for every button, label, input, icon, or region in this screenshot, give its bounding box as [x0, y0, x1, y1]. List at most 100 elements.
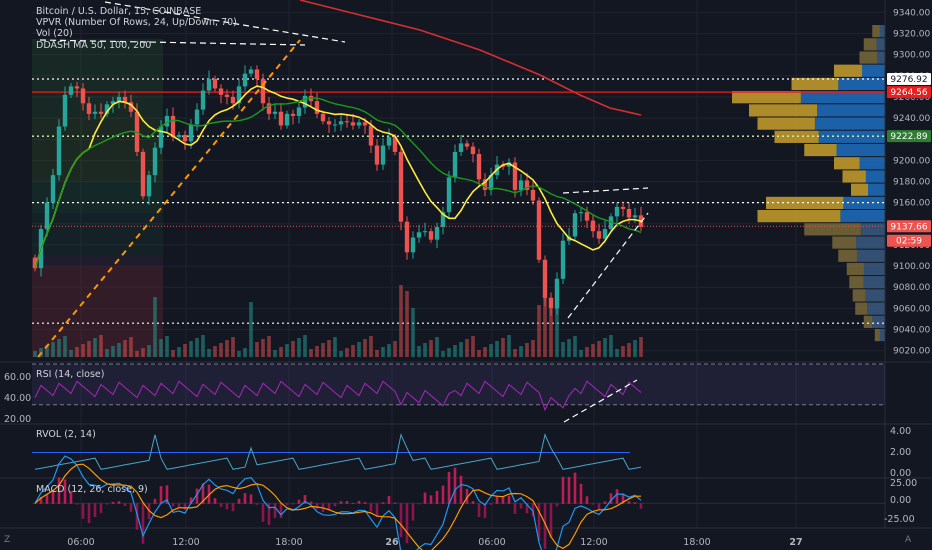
- macd-hist-bar: [339, 501, 343, 504]
- candle-body: [110, 101, 116, 105]
- candle-body: [560, 240, 566, 279]
- legend-ma[interactable]: DDASH MA 50, 100, 200: [36, 40, 152, 51]
- candle-body: [206, 78, 212, 91]
- macd-hist-bar: [243, 493, 247, 504]
- vp-row-down: [859, 51, 878, 64]
- volume-bar: [393, 341, 397, 357]
- price-tick: 9180.00: [893, 178, 930, 188]
- candle-body: [344, 121, 350, 123]
- candle-body: [254, 69, 260, 79]
- vp-row-up: [872, 315, 885, 328]
- time-tick: 06:00: [478, 537, 505, 548]
- trendline-orange: [37, 39, 301, 358]
- volume-bar: [459, 342, 463, 357]
- price-tag-box: [887, 86, 931, 99]
- candle-body: [476, 154, 482, 180]
- macd-hist-bar: [135, 503, 139, 530]
- rvol-label[interactable]: RVOL (2, 14): [36, 429, 96, 440]
- volume-bar: [429, 340, 433, 357]
- vp-row-up: [863, 276, 885, 289]
- candle-body: [572, 213, 578, 237]
- vp-row-up: [800, 91, 885, 104]
- vp-row-down: [774, 130, 819, 143]
- price-tick: 9300.00: [893, 51, 930, 61]
- candle-body: [116, 96, 122, 102]
- macd-hist-bar: [573, 472, 577, 504]
- macd-hist-bar: [81, 503, 85, 519]
- macd-hist-bar: [153, 498, 157, 504]
- candle-body: [164, 115, 170, 127]
- macd-hist-bar: [555, 503, 559, 507]
- candle-body: [374, 145, 380, 165]
- macd-hist-bar: [159, 486, 163, 504]
- candle-body: [350, 122, 356, 126]
- vp-row-up: [865, 170, 885, 183]
- volume-bar: [261, 339, 265, 357]
- candle-body: [272, 111, 278, 114]
- macd-hist-bar: [453, 467, 457, 504]
- volume-bar: [519, 346, 523, 357]
- volume-bar: [603, 338, 607, 357]
- candle-body: [128, 102, 134, 112]
- candle-body: [140, 151, 146, 197]
- time-axis: 06:00 12:00 18:00 26 06:00 12:00 18:00 27: [67, 537, 802, 548]
- price-tag-text: 9264.56: [890, 88, 927, 98]
- price-tick: 9200.00: [893, 156, 930, 166]
- candle-body: [98, 111, 104, 114]
- macd-hist-bar: [45, 494, 49, 504]
- macd-hist-bar: [483, 503, 487, 519]
- macd-hist-bar: [447, 471, 451, 504]
- macd-hist-bar: [585, 496, 589, 504]
- vp-row-down: [838, 249, 857, 262]
- volume-bar: [213, 346, 217, 357]
- macd-hist-bar: [105, 503, 109, 505]
- price-tick: 9240.00: [893, 114, 930, 124]
- volume-bar: [99, 335, 103, 357]
- macd-tick-25: 25.00: [890, 478, 918, 489]
- candle-body: [380, 145, 386, 165]
- price-tag-box: [887, 234, 931, 247]
- candle-body: [170, 115, 176, 138]
- candle-body: [602, 229, 608, 239]
- timezone-z[interactable]: Z: [4, 535, 11, 545]
- price-tick: 9100.00: [893, 262, 930, 272]
- rsi-label[interactable]: RSI (14, close): [36, 369, 105, 380]
- price-tick: 9060.00: [893, 304, 930, 314]
- macd-hist-bar: [213, 498, 217, 504]
- volume-bar: [471, 336, 475, 357]
- rsi-line: [34, 380, 642, 412]
- vp-row-up: [856, 236, 885, 249]
- legend-vpvr[interactable]: VPVR (Number Of Rows, 24, Up/Down, 70): [36, 17, 237, 28]
- volume-bar: [633, 340, 637, 357]
- volume-bar: [399, 285, 403, 357]
- volume-bar: [453, 345, 457, 357]
- candle-body: [68, 86, 74, 95]
- candle-body: [590, 220, 596, 232]
- price-tag-text: 9137.66: [890, 222, 927, 232]
- price-tick: 9020.00: [893, 347, 930, 357]
- macd-hist-bar: [195, 488, 199, 504]
- legend-vol[interactable]: Vol (20): [36, 28, 73, 39]
- vp-row-up: [862, 64, 885, 77]
- macd-hist-bar: [249, 494, 253, 504]
- volume-bar: [171, 350, 175, 357]
- auto-scale-button[interactable]: A: [905, 535, 912, 545]
- macd-hist-bar: [123, 503, 127, 507]
- candle-body: [386, 137, 392, 146]
- price-tick: 9340.00: [893, 8, 930, 18]
- candle-body: [92, 111, 98, 114]
- legend-symbol[interactable]: Bitcoin / U.S. Dollar, 15, COINBASE: [36, 6, 202, 17]
- macd-label[interactable]: MACD (12, 26, close, 9): [36, 484, 148, 495]
- candle-body: [278, 111, 284, 126]
- volume-bar: [405, 291, 409, 357]
- volume-bar: [291, 341, 295, 357]
- macd-hist-bar: [69, 491, 73, 504]
- candle-body: [122, 96, 128, 103]
- macd-hist-bar: [201, 483, 205, 504]
- macd-hist-bar: [627, 501, 631, 504]
- candle-body: [146, 175, 152, 197]
- volume-bar: [255, 342, 259, 357]
- price-tag-box: [887, 220, 931, 233]
